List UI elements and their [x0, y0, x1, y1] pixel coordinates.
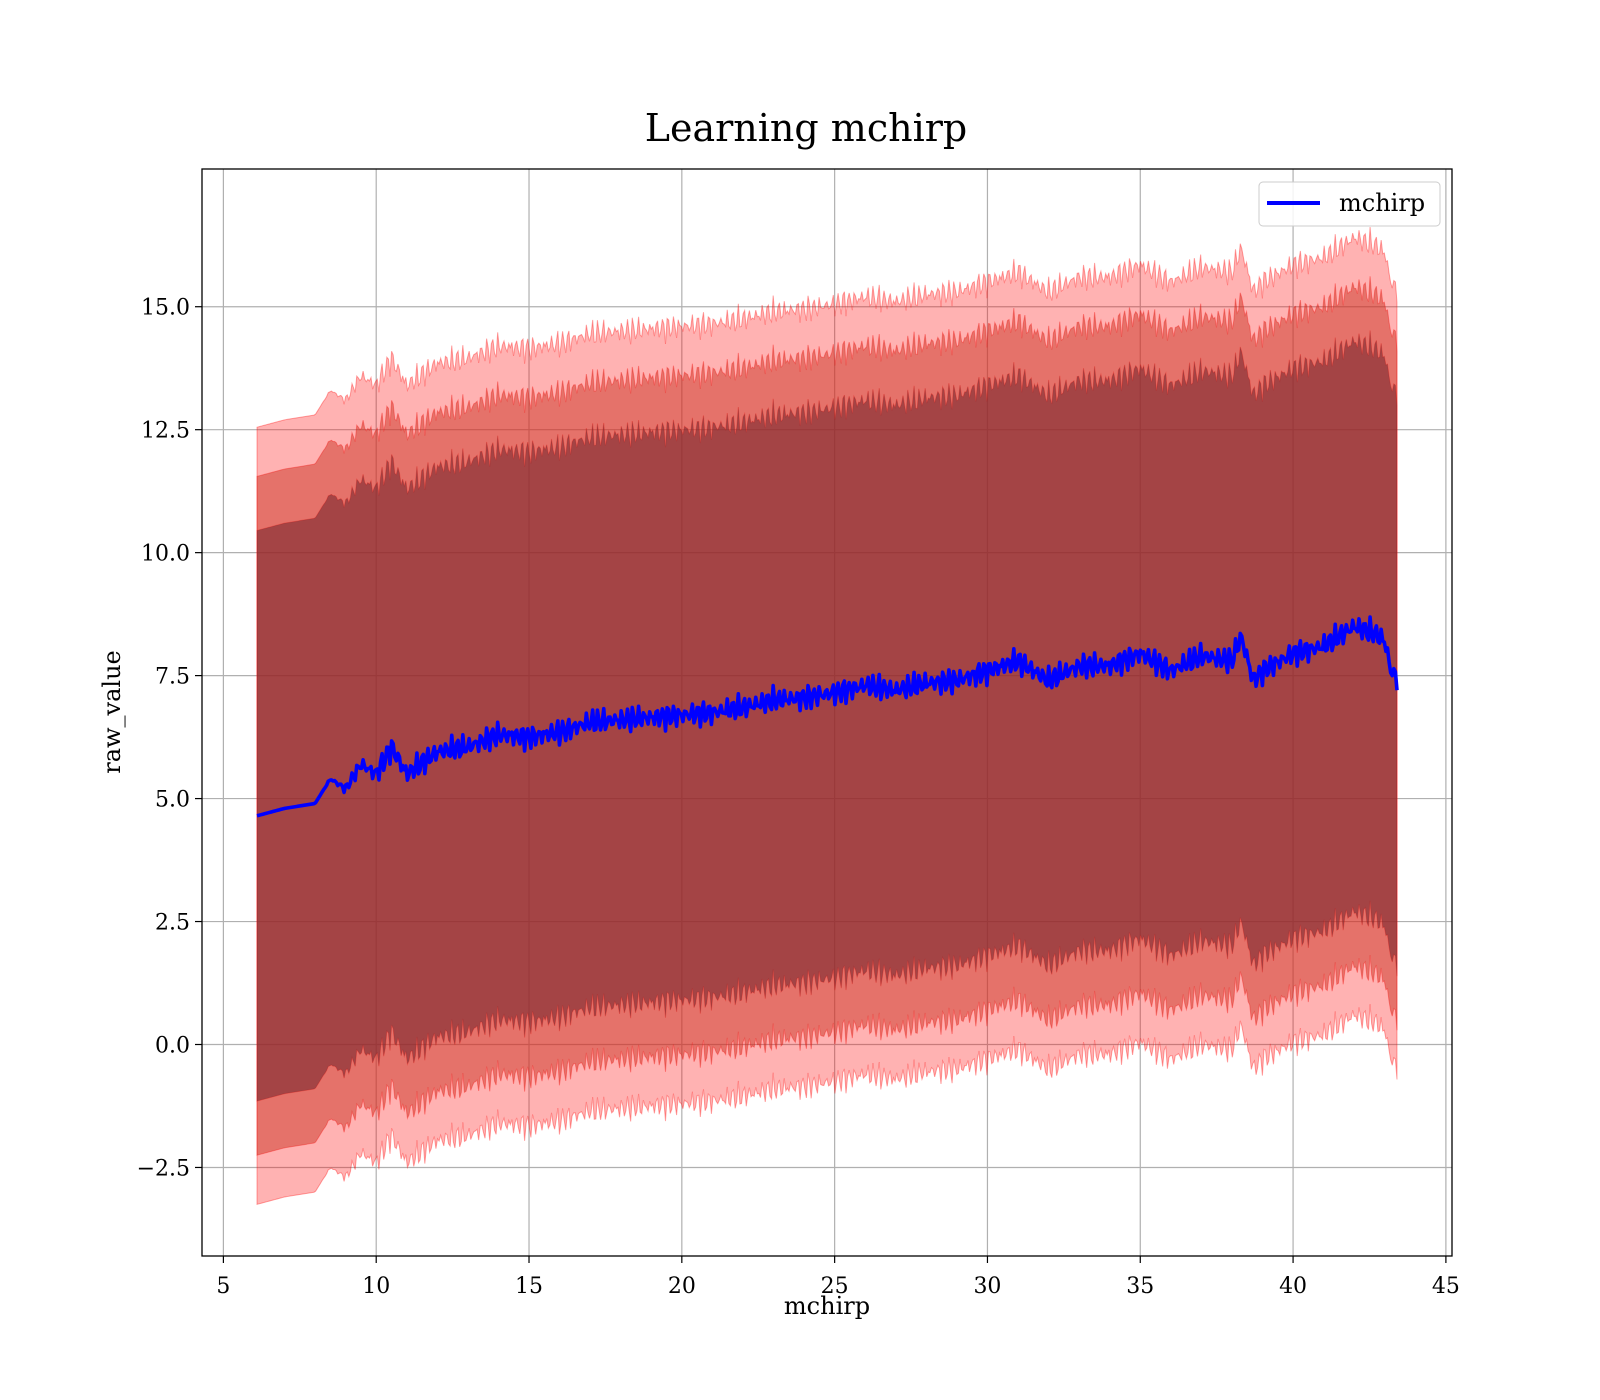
data-point-mchirp — [1396, 677, 1398, 679]
data-point-mchirp — [1353, 625, 1355, 627]
data-point-mchirp — [375, 773, 377, 775]
data-point-mchirp — [1017, 660, 1019, 662]
legend-entry-mchirp: mchirp — [1339, 189, 1425, 217]
data-point-mchirp — [497, 733, 499, 735]
data-point-mchirp — [1384, 640, 1386, 642]
data-point-mchirp — [1139, 652, 1141, 654]
data-point-mchirp — [711, 711, 713, 713]
data-point-mchirp — [1240, 635, 1242, 637]
data-point-mchirp — [436, 751, 438, 753]
x-tick-label: 40 — [1279, 1274, 1307, 1299]
data-point-mchirp — [1078, 665, 1080, 667]
data-point-mchirp — [589, 721, 591, 723]
y-tick-label: 2.5 — [155, 911, 190, 936]
y-tick-label: 5.0 — [155, 788, 190, 813]
data-point-mchirp — [1322, 645, 1324, 647]
grid-lines — [202, 169, 1452, 1256]
confidence-band-middle-tint — [257, 276, 1397, 1156]
chart-title: Learning mchirp — [645, 106, 967, 150]
data-point-mchirp — [406, 773, 408, 775]
plot-frame — [201, 168, 1453, 1257]
confidence-band-middle — [256, 276, 1398, 1156]
data-point-mchirp — [344, 788, 346, 790]
data-point-mchirp — [314, 802, 316, 804]
axis-ticks: 5 10 15 20 25 30 35 40 45 −2.5 0.0 2.5 5.0 7.5 10.0 12.… — [137, 296, 1460, 1299]
y-tick-label: 0.0 — [155, 1034, 190, 1059]
data-point-mchirp — [956, 679, 958, 681]
data-point-mchirp — [742, 706, 744, 708]
data-point-mchirp — [1231, 660, 1233, 662]
data-point-mchirp — [256, 815, 258, 817]
x-axis-label: mchirp — [784, 1292, 870, 1320]
data-point-mchirp — [360, 763, 362, 765]
legend: mchirp — [1258, 181, 1441, 227]
y-tick-label: 10.0 — [141, 542, 190, 567]
data-point-mchirp — [1047, 679, 1049, 681]
data-point-mchirp — [986, 669, 988, 671]
data-point-mchirp — [1374, 633, 1376, 635]
x-tick-label: 45 — [1432, 1274, 1460, 1299]
x-tick-label: 5 — [216, 1274, 230, 1299]
data-point-mchirp — [650, 716, 652, 718]
data-point-mchirp — [1292, 652, 1294, 654]
data-point-mchirp — [864, 684, 866, 686]
data-point-mchirp — [681, 714, 683, 716]
confidence-band-inner — [256, 330, 1398, 1102]
data-point-mchirp — [772, 699, 774, 701]
data-point-mchirp — [1261, 669, 1263, 671]
y-tick-label: 7.5 — [155, 665, 190, 690]
x-tick-label: 10 — [362, 1274, 390, 1299]
data-point-mchirp — [895, 689, 897, 691]
data-point-mchirp — [1252, 679, 1254, 681]
plot-area — [256, 227, 1399, 1206]
data-point-mchirp — [558, 731, 560, 733]
data-point-mchirp — [283, 807, 285, 809]
data-point-mchirp — [803, 697, 805, 699]
x-tick-label: 15 — [515, 1274, 543, 1299]
series-line-mchirp — [256, 615, 1399, 818]
data-point-mchirp — [467, 746, 469, 748]
data-point-mchirp — [528, 736, 530, 738]
legend-box — [1258, 181, 1441, 227]
confidence-band-outer — [256, 227, 1398, 1206]
x-tick-label: 25 — [821, 1274, 849, 1299]
data-point-mchirp — [1200, 655, 1202, 657]
data-point-mchirp — [329, 778, 331, 780]
data-point-mchirp — [620, 719, 622, 721]
data-point-mchirp — [1390, 669, 1392, 671]
x-tick-label: 35 — [1126, 1274, 1154, 1299]
y-tick-label: 12.5 — [141, 419, 190, 444]
y-tick-label: −2.5 — [137, 1156, 190, 1181]
y-tick-label: 15.0 — [141, 296, 190, 321]
x-tick-label: 20 — [668, 1274, 696, 1299]
data-point-mchirp — [833, 692, 835, 694]
data-point-mchirp — [1170, 669, 1172, 671]
y-axis-label: raw_value — [98, 650, 126, 774]
x-tick-label: 30 — [973, 1274, 1001, 1299]
confidence-band-inner-tint — [257, 330, 1397, 1102]
data-point-mchirp — [390, 746, 392, 748]
data-point-mchirp — [925, 682, 927, 684]
data-point-mchirp — [1109, 665, 1111, 667]
